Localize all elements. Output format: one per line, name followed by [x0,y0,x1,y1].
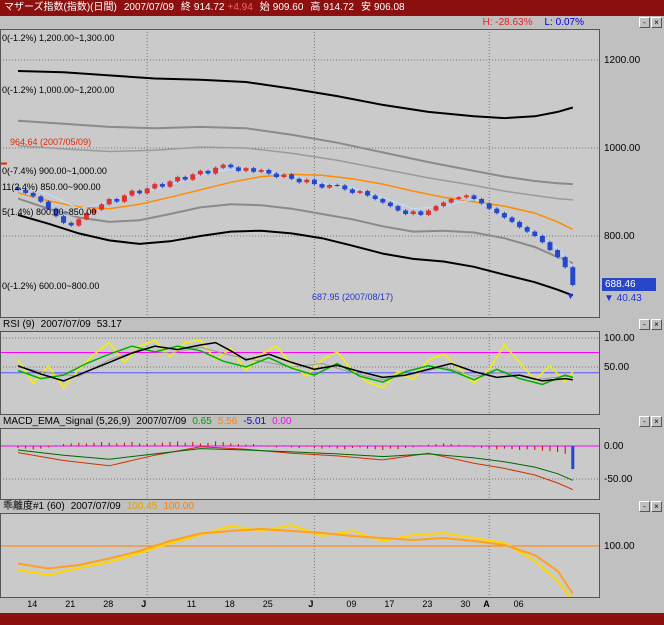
chart-annotation: 0(-1.2%) 1,000.00~1,200.00 [2,85,115,95]
x-axis-label: J [308,599,314,609]
main-close-button[interactable]: × [651,17,662,28]
deviation-axis-label: 100.00 [604,541,635,552]
high-value: 914.72 [323,2,354,13]
deviation-header: 乖離度#1 (60) 2007/07/09 100.45 100.00 - × [0,500,664,513]
rsi-title: RSI (9) [3,319,35,330]
rsi-plot[interactable] [0,331,600,415]
chart-annotation: ▼ [566,291,575,301]
window-title: マザーズ指数(指数)(日間) [4,2,117,13]
main-chart-plot[interactable]: 0(-1.2%) 1,200.00~1,300.00 0(-1.2%) 1,000… [0,29,600,318]
rsi-minimize-button[interactable]: - [639,319,650,330]
x-axis-label: 11 [186,599,197,609]
macd-axis-label: -50.00 [604,474,633,485]
deviation-canvas[interactable] [0,513,600,598]
macd-value: 5.56 [217,416,238,427]
x-axis-label: 28 [103,599,114,609]
x-axis-label: 17 [384,599,395,609]
deviation-title: 乖離度#1 (60) [3,501,65,512]
deviation-minimize-button[interactable]: - [639,501,650,512]
main-axis-label: 1000.00 [604,143,641,154]
price-change-tag: ▼ 40.43 [604,293,642,304]
x-axis-label: A [483,599,490,609]
close-value: 914.72 [193,2,225,13]
main-axis-label: 1200.00 [604,55,641,66]
chart-annotation: 964.64 (2007/05/09) [10,137,92,147]
deviation-plot[interactable] [0,513,600,598]
main-chart-canvas[interactable] [0,29,600,318]
macd-panel: MACD_EMA_Signal (5,26,9) 2007/07/09 0.65 5.… [0,415,664,500]
high-low-percent: H: -28.63% L: 0.07% [482,16,584,29]
x-axis-label: 30 [460,599,471,609]
rsi-value: 53.17 [96,319,122,330]
macd-header: MACD_EMA_Signal (5,26,9) 2007/07/09 0.65 5.… [0,415,664,428]
x-axis-label: 25 [262,599,273,609]
rsi-date: 2007/07/09 [40,319,91,330]
x-axis-label: 09 [346,599,357,609]
open-value: 909.60 [272,2,304,13]
bottom-bar [0,613,664,625]
x-axis-label: 18 [224,599,235,609]
macd-title: MACD_EMA_Signal (5,26,9) [3,416,131,427]
last-price-tag: 688.46 [602,278,656,291]
main-minimize-button[interactable]: - [639,17,650,28]
macd-plot[interactable] [0,428,600,500]
rsi-header: RSI (9) 2007/07/09 53.17 - × [0,318,664,331]
chart-annotation: 0(-7.4%) 900.00~1,000.00 [2,166,107,176]
rsi-axis-label: 50.00 [604,362,630,373]
macd-minimize-button[interactable]: - [639,416,650,427]
x-axis: 14 21 28 J 11 18 25 J 09 17 23 30 A 06 [0,598,664,613]
x-axis-label: 06 [513,599,524,609]
x-axis-label: J [141,599,147,609]
macd-close-button[interactable]: × [651,416,662,427]
main-axis-label: 800.00 [604,231,635,242]
main-chart-header: H: -28.63% L: 0.07% - × [0,16,664,29]
macd-canvas[interactable] [0,428,600,500]
macd-axis-label: 0.00 [604,441,624,452]
macd-value: 0.65 [192,416,212,427]
macd-value: 0.00 [272,416,292,427]
open-label: 始 [259,2,270,13]
x-axis-label: 23 [422,599,433,609]
deviation-panel: 乖離度#1 (60) 2007/07/09 100.45 100.00 - × 100… [0,500,664,598]
rsi-panel: RSI (9) 2007/07/09 53.17 - × 100.00 50.00 [0,318,664,415]
chart-annotation: 0(-1.2%) 600.00~800.00 [2,281,100,291]
low-percent-label: L: 0.07% [544,17,584,28]
deviation-value: 100.00 [163,501,194,512]
macd-date: 2007/07/09 [136,416,187,427]
deviation-date: 2007/07/09 [70,501,121,512]
high-label: 高 [310,2,321,13]
chart-annotation: 0(-1.2%) 1,200.00~1,300.00 [2,33,115,43]
title-date: 2007/07/09 [123,2,174,13]
title-bar: マザーズ指数(指数)(日間) 2007/07/09 終 914.72 +4.94 始 909… [0,0,664,16]
main-chart-panel: H: -28.63% L: 0.07% - × 0(-1.2%) 1,200.00… [0,16,664,318]
deviation-value: 100.45 [126,501,158,512]
low-label: 安 [360,2,371,13]
low-value: 906.08 [373,2,405,13]
high-percent-label: H: -28.63% [482,17,533,28]
chart-annotation: 5(1.4%) 800.00~850.00 [2,207,97,217]
chart-annotation: 687.95 (2007/08/17) [312,292,394,302]
chart-annotation: 11(2.4%) 850.00~900.00 [2,182,101,192]
rsi-close-button[interactable]: × [651,319,662,330]
macd-value: -5.01 [243,416,267,427]
close-label: 終 [180,2,191,13]
x-axis-label: 14 [27,599,38,609]
rsi-canvas[interactable] [0,331,600,415]
deviation-close-button[interactable]: × [651,501,662,512]
rsi-axis-label: 100.00 [604,333,635,344]
change-value: +4.94 [227,2,253,13]
x-axis-label: 21 [65,599,76,609]
